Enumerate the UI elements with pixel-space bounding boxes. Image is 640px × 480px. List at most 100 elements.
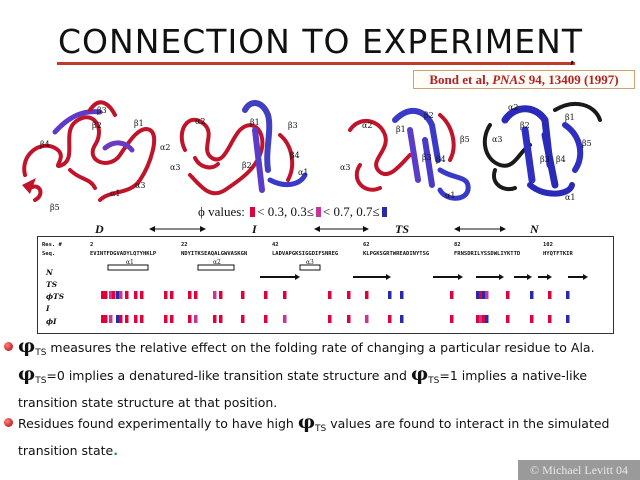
- phi-legend: ϕ values: < 0.3, 0.3≤ < 0.7, 0.7≤: [198, 204, 389, 220]
- sequence-panel: Res. # Seq. 2 22 42 62 82 102 EVINTFDGVA…: [37, 236, 614, 334]
- phi-mark: [219, 315, 223, 323]
- phi-legend-mid2: < 0.7,: [322, 204, 353, 219]
- phi-mark: [328, 291, 332, 299]
- phi-legend-mid: 0.3≤: [290, 204, 314, 219]
- phi-mark: [213, 315, 217, 323]
- seq-segment: NDYITKSEAQALGWVASKGN: [181, 251, 247, 257]
- phi-mark: [264, 315, 268, 323]
- res-number: 22: [181, 242, 188, 248]
- strand-arrow: [538, 274, 552, 280]
- phi-mark: [506, 315, 510, 323]
- phi-mark: [530, 315, 534, 323]
- seq-segment: KLPGKSGRTWREADINYTSG: [363, 251, 430, 257]
- ss-label: α3: [492, 135, 503, 144]
- row-label-phi-ts: ϕTS: [46, 292, 65, 301]
- ss-label: β3: [288, 121, 298, 130]
- ss-label: β4: [40, 140, 50, 149]
- phi-mark: [213, 291, 217, 299]
- phi-mark: [264, 291, 268, 299]
- phi-mark: [548, 315, 552, 323]
- res-label: Res. #: [42, 242, 63, 248]
- ss-label: α2: [213, 259, 221, 266]
- phi-mark: [566, 315, 570, 323]
- strand-arrow: [514, 274, 532, 280]
- helix-box: [107, 264, 149, 271]
- row-label-i: I: [45, 304, 50, 313]
- phi-mark: [101, 291, 105, 299]
- structure-intermediate: [179, 100, 308, 196]
- seq-label: Seq.: [42, 251, 55, 257]
- phi-mark: [241, 315, 245, 323]
- phi-mark: [476, 291, 480, 299]
- seq-segment: HYQTFTKIR: [543, 251, 573, 257]
- bullet-text: =0 implies a denatured-like transition s…: [46, 368, 411, 383]
- stage-label-n: N: [530, 222, 539, 236]
- phi-mark: [482, 315, 486, 323]
- strand-arrow: [353, 274, 391, 280]
- copyright-badge: © Michael Levitt 04: [518, 460, 640, 480]
- res-number: 82: [454, 242, 461, 248]
- phi-mark: [388, 291, 392, 299]
- protein-structures: β3 β2 β1 α2 β4 β5 α1 α3 α2 β1 β3 β2 α3 β…: [22, 100, 602, 212]
- bullet-end-dot: .: [113, 443, 118, 458]
- phi-mark: [283, 315, 287, 323]
- phi-mark: [125, 315, 129, 323]
- ss-label: α3: [306, 259, 314, 266]
- structure-transition-state: [348, 108, 471, 201]
- seq-segment: FRNSDRILYSSDWLIYKTTD: [454, 251, 521, 257]
- phi-mark: [479, 291, 483, 299]
- phi-mark: [400, 315, 404, 323]
- phi-subscript: TS: [315, 424, 327, 434]
- phi-mark: [134, 291, 138, 299]
- phi-symbol: φ: [18, 335, 36, 357]
- ss-label: β3: [540, 155, 550, 164]
- helix-box: [197, 264, 235, 271]
- phi-mark: [485, 315, 489, 323]
- phi-mark: [116, 291, 120, 299]
- ss-label: β5: [50, 203, 60, 212]
- res-number: 42: [272, 242, 279, 248]
- ss-label: α1: [445, 191, 456, 200]
- bullet-text: Residues found experimentally to have hi…: [18, 416, 298, 431]
- phi-symbol: φ: [410, 363, 429, 385]
- ss-label: α2: [362, 121, 373, 130]
- swatch-low: [250, 207, 256, 217]
- phi-mark: [112, 291, 116, 299]
- ss-label: β4: [556, 155, 566, 164]
- phi-mark: [104, 291, 108, 299]
- ss-label: β1: [134, 119, 144, 128]
- phi-mark: [170, 315, 174, 323]
- ss-label: β2: [242, 161, 252, 170]
- phi-mark: [347, 315, 351, 323]
- swatch-mid: [315, 207, 321, 217]
- phi-mark: [450, 291, 454, 299]
- stage-label-ts: TS: [395, 222, 410, 236]
- ss-label: α2: [508, 103, 519, 112]
- phi-legend-high: 0.7≤: [356, 204, 380, 219]
- bullet-text: =1 implies a native-like transition stat…: [18, 368, 588, 410]
- slide-title: CONNECTION TO EXPERIMENT: [58, 22, 583, 61]
- stage-arrows: [149, 226, 506, 232]
- ss-label: β2: [520, 121, 530, 130]
- strand-arrow: [433, 274, 463, 280]
- phi-mark: [548, 291, 552, 299]
- phi-mark: [365, 315, 369, 323]
- res-number: 2: [90, 242, 93, 248]
- phi-mark: [400, 291, 404, 299]
- phi-mark: [188, 291, 192, 299]
- citation-journal: PNAS: [492, 72, 526, 87]
- ss-label: β1: [396, 125, 406, 134]
- phi-mark: [116, 315, 120, 323]
- ss-label: β1: [250, 118, 260, 127]
- ss-label: β2: [424, 111, 434, 120]
- seq-segment: EVINTFDGVADYLQTYHKLP: [90, 251, 157, 257]
- citation-rest: 94, 13409 (1997): [525, 72, 619, 87]
- phi-mark: [134, 315, 138, 323]
- ss-label: β1: [565, 113, 575, 122]
- res-number: 62: [363, 242, 370, 248]
- title-comma: ,: [570, 52, 575, 66]
- structure-native: [482, 101, 602, 197]
- res-number: 102: [543, 242, 553, 248]
- phi-mark: [566, 291, 570, 299]
- ss-label: α1: [565, 193, 576, 202]
